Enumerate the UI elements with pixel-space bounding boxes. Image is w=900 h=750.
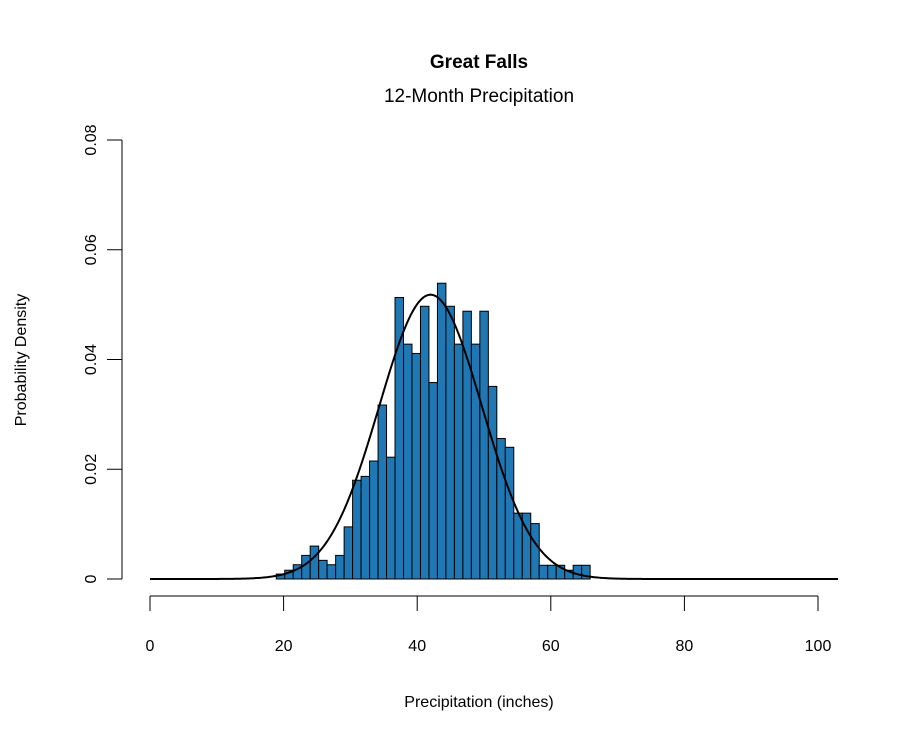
y-tick-label: 0.04 [83, 344, 100, 375]
histogram-bar [394, 296, 404, 580]
histogram-bar [419, 305, 430, 580]
histogram-bar [301, 554, 311, 580]
histogram-bar [453, 343, 464, 580]
x-tick-label: 20 [275, 638, 293, 655]
x-tick-label: 0 [146, 638, 155, 655]
histogram-bar [479, 310, 489, 580]
histogram-bar [530, 523, 540, 580]
y-axis: 0 0.02 0.04 0.06 0.08 [83, 124, 123, 583]
histogram-bar [470, 343, 481, 580]
histogram-bar [335, 554, 345, 580]
histogram-bar [547, 564, 557, 580]
chart-title: Great Falls [429, 52, 529, 73]
y-tick-label: 0.08 [83, 124, 100, 155]
histogram-bar [326, 564, 337, 580]
chart-subtitle: 12-Month Precipitation [383, 86, 575, 107]
density-curve [150, 293, 839, 580]
histogram-bar [445, 305, 455, 580]
histogram-bar [369, 460, 379, 580]
histogram-bar [504, 446, 515, 580]
x-tick-label: 100 [805, 638, 832, 655]
histogram-bar [403, 343, 413, 580]
histogram-bars [275, 282, 591, 580]
histogram-bar [386, 456, 396, 580]
y-tick-label: 0 [83, 574, 100, 583]
histogram-bar [513, 512, 523, 580]
x-tick-label: 80 [676, 638, 694, 655]
x-axis-label: Precipitation (inches) [404, 694, 554, 711]
histogram-bar [581, 564, 591, 580]
histogram-bar [352, 479, 362, 580]
histogram-bar [436, 282, 447, 580]
histogram-bar [318, 559, 328, 580]
histogram-bar [428, 382, 438, 580]
histogram-bar [309, 545, 320, 580]
histogram-bar [572, 564, 583, 580]
y-tick-label: 0.06 [83, 234, 100, 265]
x-tick-label: 40 [408, 638, 426, 655]
x-tick-label: 60 [542, 638, 560, 655]
y-tick-label: 0.02 [83, 454, 100, 485]
histogram-bar [411, 352, 421, 580]
histogram-bar [343, 526, 354, 580]
histogram-bar [377, 404, 388, 580]
histogram-bar [487, 385, 498, 580]
histogram-bar [360, 475, 371, 580]
histogram-bar [538, 564, 549, 580]
x-axis: 0 20 40 60 80 100 [146, 595, 832, 655]
